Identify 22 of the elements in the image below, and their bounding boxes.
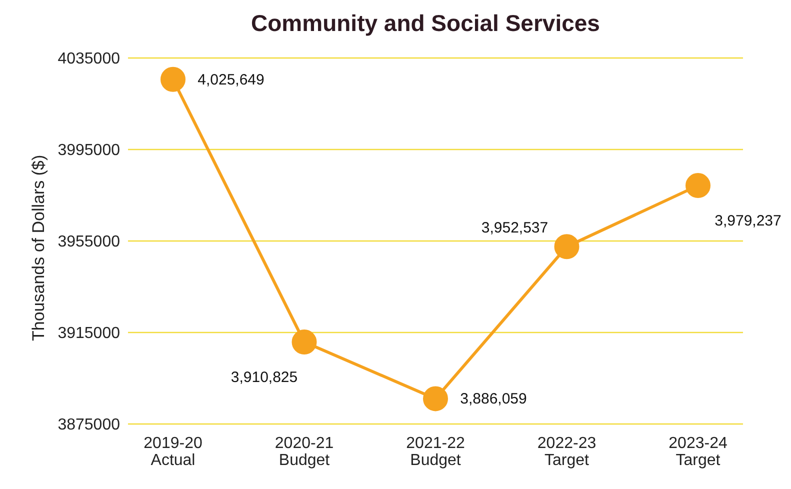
data-label: 3,952,537 <box>481 220 548 237</box>
x-tick-label: 2019-20 Actual <box>144 435 202 469</box>
x-tick-label: 2022-23 Target <box>537 435 596 469</box>
point <box>292 330 317 355</box>
y-tick-label: 3955000 <box>58 234 120 251</box>
point <box>423 386 448 412</box>
data-label: 3,979,237 <box>714 212 782 230</box>
point <box>554 234 580 260</box>
y-axis-title: Thousands of Dollars ($) <box>29 154 48 341</box>
point <box>160 66 186 92</box>
y-tick-label: 3915000 <box>58 325 120 342</box>
x-tick-label: 2023-24 Target <box>668 435 728 469</box>
x-tick-label: 2021-22 Budget <box>406 435 465 469</box>
point <box>686 173 710 198</box>
chart-title: Community and Social Services <box>250 9 601 38</box>
data-label: 3,910,825 <box>230 369 298 386</box>
data-label: 4,025,649 <box>198 71 264 88</box>
data-label: 3,886,059 <box>460 390 527 408</box>
y-tick-label: 3875000 <box>58 416 120 434</box>
y-tick-label: 4035000 <box>58 50 120 68</box>
x-tick-label: 2020-21 Budget <box>274 435 334 469</box>
y-tick-label: 3995000 <box>58 142 120 160</box>
